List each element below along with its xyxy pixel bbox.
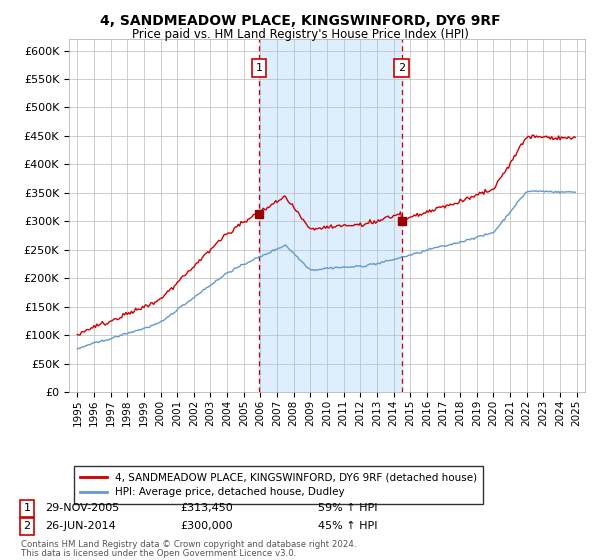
Text: This data is licensed under the Open Government Licence v3.0.: This data is licensed under the Open Gov… — [21, 549, 296, 558]
Legend: 4, SANDMEADOW PLACE, KINGSWINFORD, DY6 9RF (detached house), HPI: Average price,: 4, SANDMEADOW PLACE, KINGSWINFORD, DY6 9… — [74, 466, 483, 503]
Text: 29-NOV-2005: 29-NOV-2005 — [45, 503, 119, 514]
Text: £313,450: £313,450 — [180, 503, 233, 514]
Text: Price paid vs. HM Land Registry's House Price Index (HPI): Price paid vs. HM Land Registry's House … — [131, 28, 469, 41]
Text: 59% ↑ HPI: 59% ↑ HPI — [318, 503, 377, 514]
Text: 2: 2 — [398, 63, 405, 73]
Text: Contains HM Land Registry data © Crown copyright and database right 2024.: Contains HM Land Registry data © Crown c… — [21, 540, 356, 549]
Bar — [259, 39, 402, 392]
Text: 4, SANDMEADOW PLACE, KINGSWINFORD, DY6 9RF: 4, SANDMEADOW PLACE, KINGSWINFORD, DY6 9… — [100, 14, 500, 28]
Text: 26-JUN-2014: 26-JUN-2014 — [45, 521, 116, 531]
Text: £300,000: £300,000 — [180, 521, 233, 531]
Text: 1: 1 — [256, 63, 262, 73]
Text: 45% ↑ HPI: 45% ↑ HPI — [318, 521, 377, 531]
Text: 2: 2 — [23, 521, 31, 531]
Text: 1: 1 — [23, 503, 31, 514]
